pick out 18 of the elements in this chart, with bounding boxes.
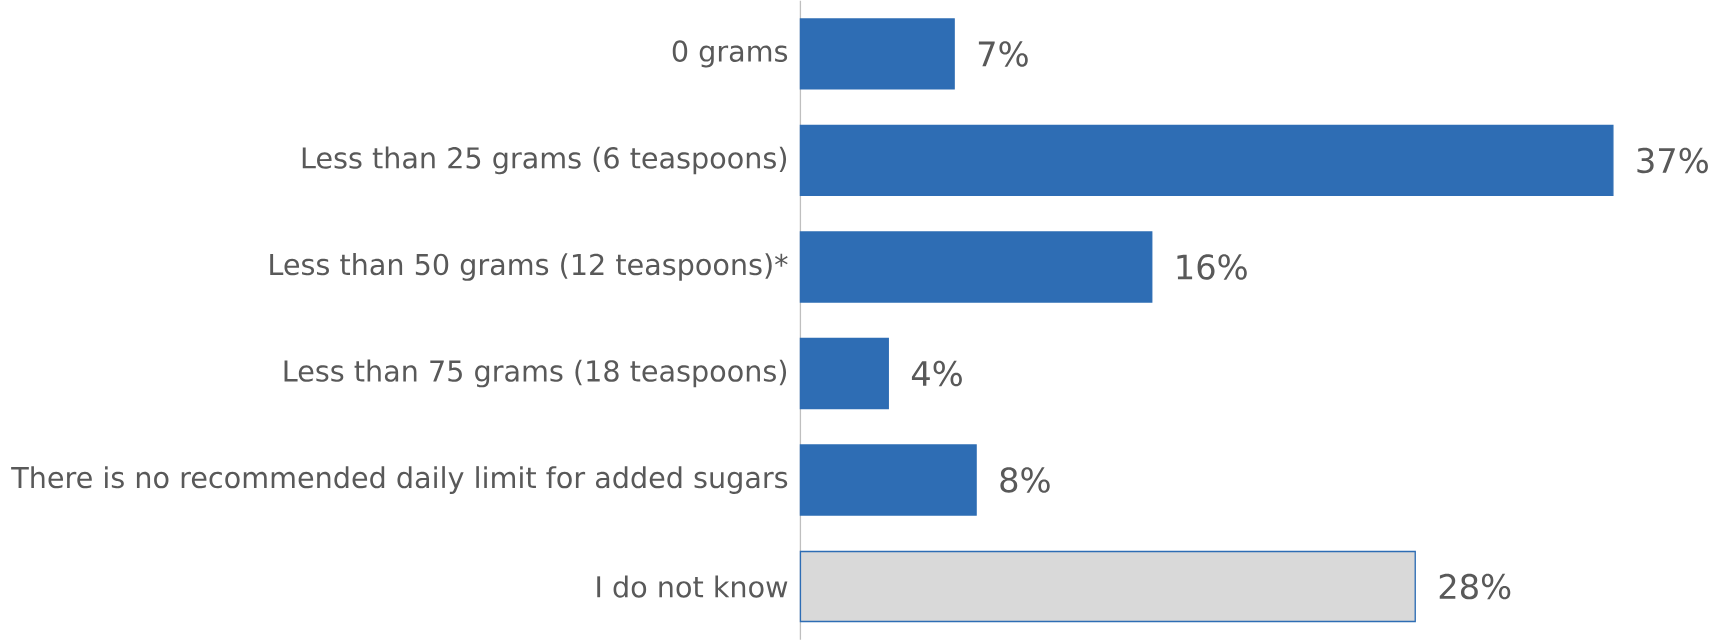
data-label: 8% [1000, 467, 1050, 493]
bar [799, 444, 977, 516]
y-tick-label: Less than 50 grams (12 teaspoons)* [270, 252, 788, 281]
y-tick-label: Less than 25 grams (6 teaspoons) [302, 146, 787, 175]
bar [799, 550, 1416, 622]
y-tick-label: Less than 75 grams (18 teaspoons) [284, 359, 787, 388]
data-label: 16% [1177, 253, 1247, 280]
bar [799, 231, 1153, 303]
data-label: 4% [911, 360, 962, 386]
bar [799, 124, 1614, 196]
y-tick-label: 0 grams [672, 40, 788, 68]
data-label: 7% [978, 40, 1028, 67]
y-tick-label: There is no recommended daily limit for added sugars [11, 465, 788, 494]
bar [799, 18, 955, 90]
y-tick-label: I do not know [597, 575, 788, 598]
bar [799, 337, 889, 409]
data-label: 37% [1637, 147, 1708, 173]
data-label: 28% [1439, 573, 1511, 600]
